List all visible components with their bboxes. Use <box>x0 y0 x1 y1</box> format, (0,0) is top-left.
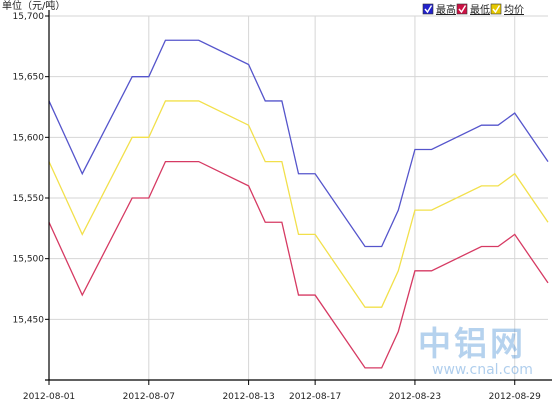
legend-checkbox-icon[interactable] <box>490 3 502 15</box>
legend-label: 最低 <box>470 3 490 16</box>
legend-label: 最高 <box>436 3 456 16</box>
x-tick-label: 2012-08-17 <box>289 392 341 402</box>
y-tick-label: 15,650 <box>13 73 45 83</box>
legend-item[interactable]: 均价 <box>490 3 524 16</box>
series-lines <box>48 39 549 369</box>
checkmark-icon <box>424 5 433 14</box>
x-tick-label: 2012-08-13 <box>222 392 274 402</box>
legend-item[interactable]: 最低 <box>456 3 490 16</box>
watermark-cn: 中铝网 <box>418 324 526 363</box>
axes: 15,450 15,500 15,550 15,600 15,650 15,700 2012… <box>13 10 552 402</box>
legend-checkbox-icon[interactable] <box>456 3 468 15</box>
y-tick-label: 15,600 <box>13 133 45 143</box>
checkmark-icon <box>492 5 501 14</box>
y-tick-label: 15,700 <box>13 12 45 22</box>
legend-checkbox-icon[interactable] <box>422 3 434 15</box>
watermark-url: www.cnal.com <box>432 362 533 378</box>
legend-item[interactable]: 最高 <box>422 3 456 16</box>
series-line-0 <box>48 39 549 248</box>
series-line-2 <box>48 100 549 308</box>
x-tick-label: 2012-08-01 <box>23 392 75 402</box>
legend: 最高 最低 均价 <box>422 3 524 16</box>
y-tick-label: 15,450 <box>13 315 45 325</box>
checkmark-icon <box>458 5 467 14</box>
x-tick-label: 2012-08-23 <box>389 392 441 402</box>
y-tick-label: 15,500 <box>13 255 45 265</box>
series-line-1 <box>48 160 549 369</box>
y-tick-label: 15,550 <box>13 194 45 204</box>
legend-label: 均价 <box>504 4 524 16</box>
watermark: 中铝网 www.cnal.com <box>418 324 533 378</box>
x-tick-label: 2012-08-29 <box>489 392 542 402</box>
x-tick-label: 2012-08-07 <box>123 392 175 402</box>
y-axis-unit-label: 单位（元/吨） <box>2 0 65 12</box>
